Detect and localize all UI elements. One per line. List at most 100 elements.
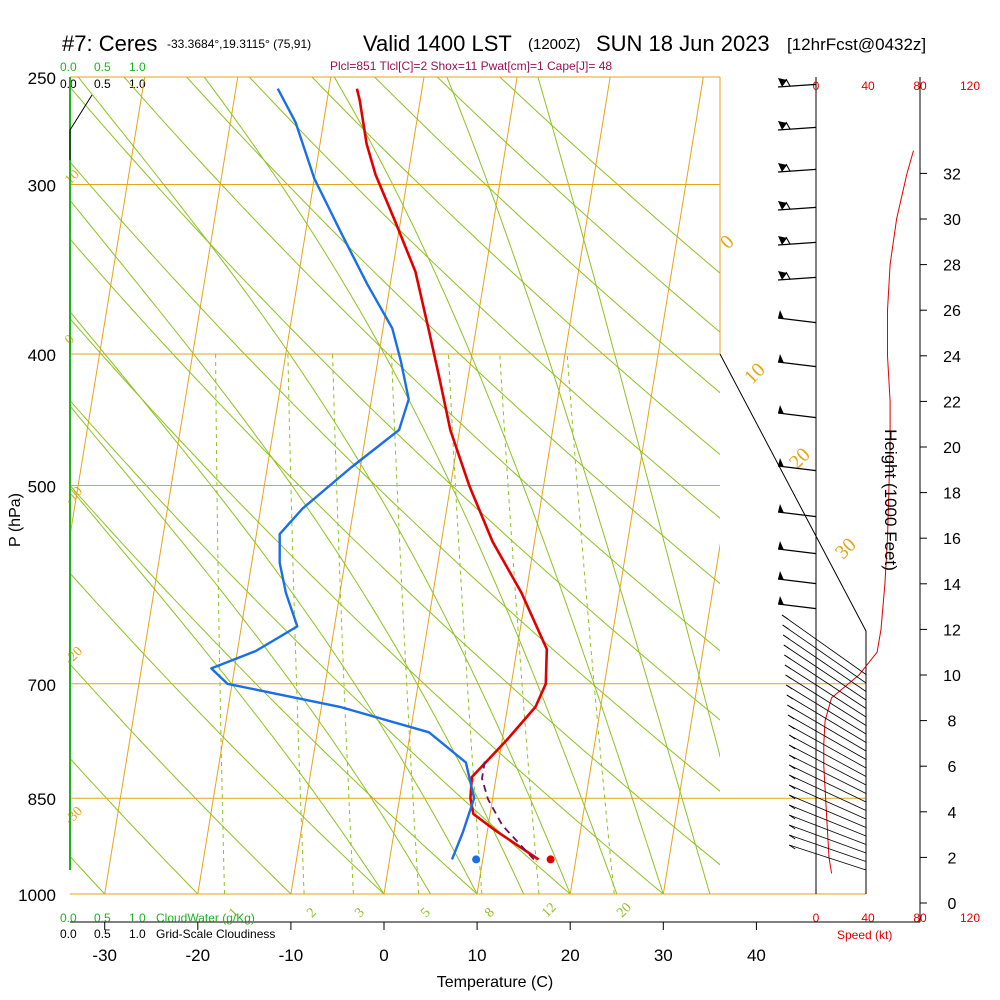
speed-top-tick: 0 (813, 79, 820, 93)
wind-barb-pennant (778, 354, 784, 363)
wind-barb (777, 78, 817, 88)
mixing-ratio-line (566, 353, 615, 894)
height-tick-label: 10 (943, 668, 961, 685)
wind-barb-staff (777, 548, 817, 555)
wind-panel-boundary (719, 353, 867, 894)
wind-barb-lower (788, 724, 867, 769)
height-tick-label: 6 (948, 759, 957, 776)
stability-indices: Plcl=851 Tlcl[C]=2 Shox=11 Pwat[cm]=1 Ca… (330, 59, 612, 73)
cloudiness-top-tick: 0.0 (60, 77, 77, 91)
wind-barb-feather (788, 804, 796, 810)
wind-barb-feather (788, 814, 796, 820)
dry-adiabat-line (186, 77, 720, 585)
wind-barb-lower (785, 684, 867, 735)
wind-barb-feather (785, 78, 791, 87)
wind-barb (777, 163, 817, 173)
wind-barb-feather (787, 714, 795, 720)
wind-barb-lower (788, 824, 867, 854)
isotherm-label: -30 (62, 804, 86, 828)
wind-barb-staff (787, 704, 867, 752)
temperature-line (355, 88, 549, 861)
wind-barb-feather (788, 724, 795, 730)
zulu-time: (1200Z) (528, 36, 581, 53)
isotherm-label: -10 (62, 484, 86, 508)
wind-barb (777, 236, 817, 246)
wind-barb-staff (789, 754, 867, 794)
cloudiness-tick: 1.0 (129, 927, 146, 941)
moist-adiabat-line (333, 77, 664, 894)
surface-dewpoint-point (472, 855, 481, 864)
wind-barb-staff (787, 714, 867, 760)
dry-adiabat-line (70, 663, 292, 894)
wind-barb-staff (777, 317, 817, 324)
speed-bottom-tick: 0 (813, 911, 820, 925)
moist-adiabat-line (70, 310, 478, 894)
speed-top-tick: 40 (861, 79, 875, 93)
height-tick-label: 2 (948, 850, 957, 867)
wind-barb-lower (788, 804, 867, 837)
mixing-ratio-label: 20 (614, 900, 635, 921)
height-tick-label: 16 (943, 531, 961, 548)
cloud-water-tick: 0.0 (60, 911, 77, 925)
wind-barb-feather (788, 824, 796, 830)
wind-barb-feather (788, 844, 796, 850)
wind-barb (777, 458, 817, 472)
wind-barb (777, 310, 817, 324)
wind-barb-staff (789, 784, 867, 820)
wind-barb (777, 121, 817, 131)
wind-barb-staff (789, 814, 867, 845)
wind-barb-lower (788, 844, 867, 871)
valid-date: SUN 18 Jun 2023 (596, 31, 770, 56)
wind-barb-staff (789, 734, 867, 777)
pressure-tick-label: 250 (28, 69, 56, 88)
dry-adiabat-line (70, 572, 385, 894)
station-coords: -33.3684°,19.3115° (75,91) (167, 37, 311, 51)
wind-barb-lower (788, 774, 867, 811)
height-tick-label: 12 (943, 622, 961, 639)
wind-barb-lower (784, 664, 867, 718)
wind-barb-feather (784, 654, 791, 660)
dewpoint-line (210, 88, 476, 860)
mixing-ratio-line (215, 353, 225, 894)
wind-barb-lower (786, 694, 867, 743)
surface-temperature-point (546, 855, 555, 864)
wind-barb-staff (777, 241, 817, 246)
wind-barb-staff (789, 794, 867, 828)
isotherm-line (662, 542, 720, 894)
cloud-water-top-tick: 0.5 (94, 60, 111, 74)
wind-barb-staff (785, 674, 867, 726)
wind-barb-staff (784, 664, 867, 718)
moist-adiabat-line (70, 405, 432, 894)
wind-barb-pennant (778, 405, 784, 414)
isotherm-label: 30 (831, 534, 861, 564)
height-tick-label: 0 (948, 896, 957, 913)
wind-barb-lower (787, 714, 867, 760)
wind-barb-feather (788, 794, 796, 800)
pressure-tick-label: 1000 (18, 886, 56, 905)
mixing-ratio-line (448, 353, 483, 894)
wind-barb-feather (785, 121, 791, 130)
wind-barb-staff (784, 654, 867, 709)
mixing-ratio-line (391, 353, 420, 894)
wind-barb-feather (788, 734, 796, 740)
height-tick-label: 24 (943, 349, 961, 366)
x-tick-label: -10 (279, 946, 304, 965)
wind-barb-pennant (778, 163, 787, 172)
wind-barb-staff (789, 834, 867, 862)
wind-barb-pennant (778, 121, 787, 130)
speed-bottom-tick: 40 (861, 911, 875, 925)
wind-barb-staff (777, 126, 817, 131)
pressure-tick-label: 850 (28, 790, 56, 809)
isotherm-line (756, 77, 889, 894)
wind-barb-pennant (778, 504, 784, 513)
dry-adiabat-line (70, 484, 478, 894)
dry-adiabat-line (70, 399, 571, 894)
mixing-ratio-label: 8 (482, 905, 498, 921)
dry-adiabat-line (70, 238, 720, 866)
dry-adiabat-line (70, 757, 199, 894)
wind-barb-lower (788, 784, 867, 820)
wind-barb (777, 354, 817, 368)
plot-frame (69, 76, 867, 894)
